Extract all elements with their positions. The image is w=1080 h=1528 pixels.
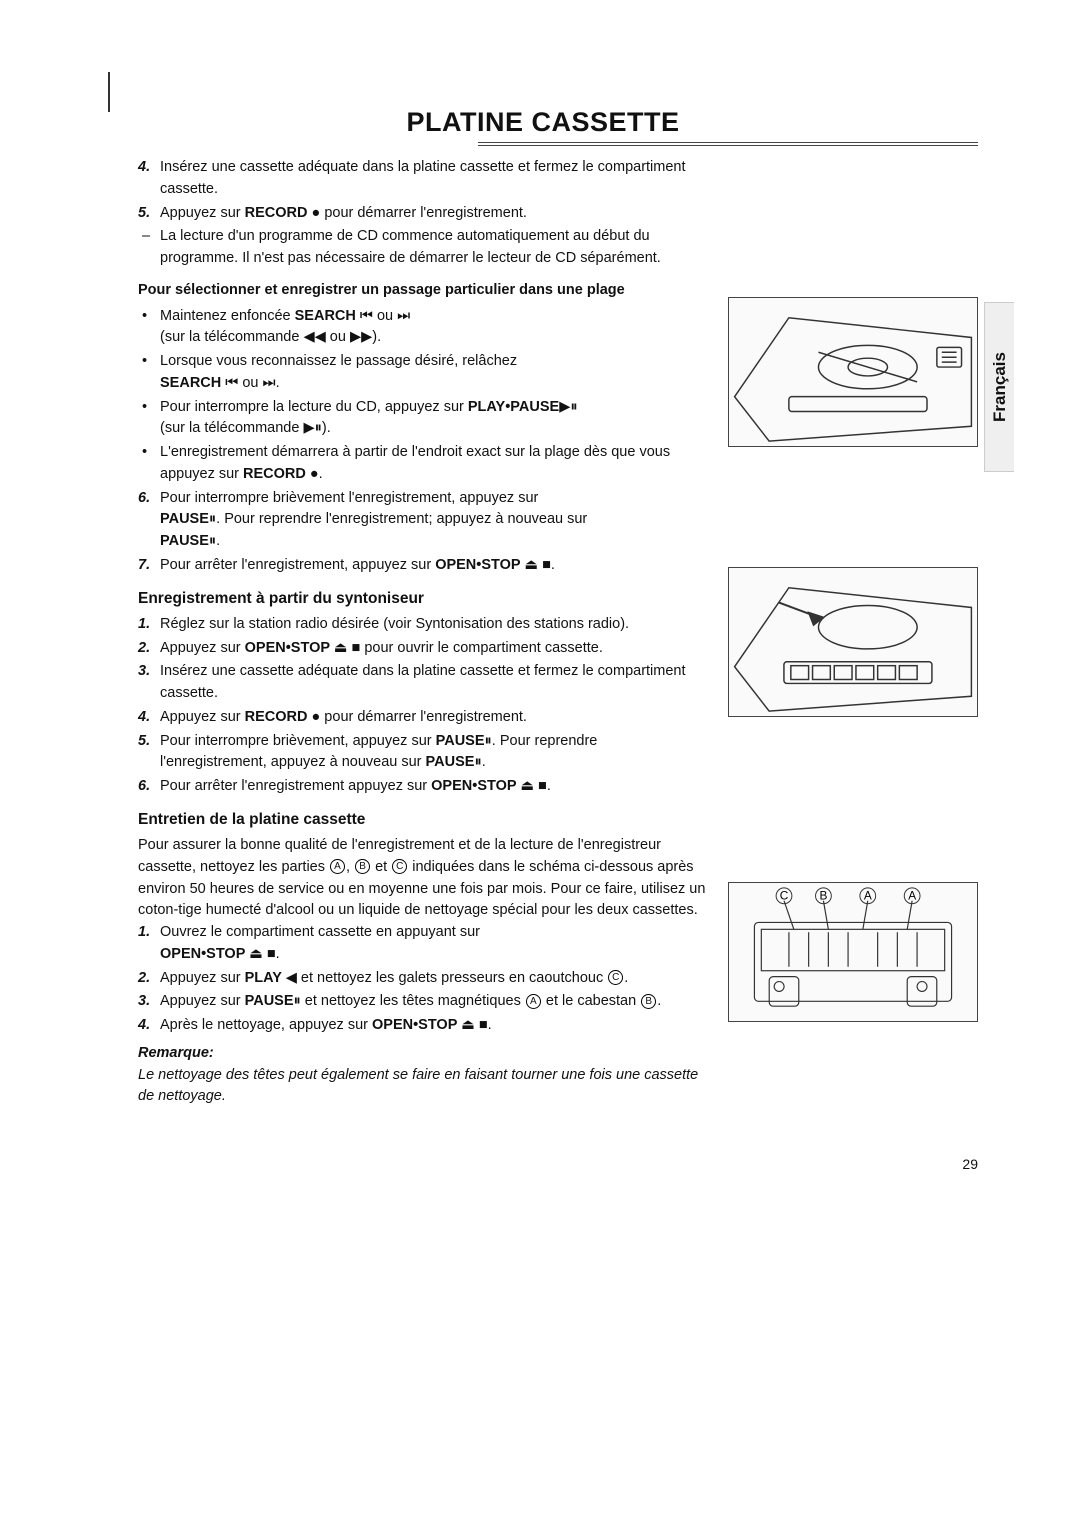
- item-text: Appuyez sur RECORD ● pour démarrer l'enr…: [160, 203, 708, 225]
- label-c-icon: C: [608, 970, 623, 985]
- list-item: 7.Pour arrêter l'enregistrement, appuyez…: [138, 555, 708, 577]
- label-a-icon: A: [330, 859, 345, 874]
- list-item: 1.Ouvrez le compartiment cassette en app…: [138, 922, 708, 966]
- list-item: 2.Appuyez sur PLAY ◀ et nettoyez les gal…: [138, 968, 708, 990]
- illustration-boombox-2: [728, 567, 978, 717]
- section-heading: Enregistrement à partir du syntoniseur: [138, 587, 708, 610]
- list-item: 6.Pour arrêter l'enregistrement appuyez …: [138, 776, 708, 798]
- item-number: 4.: [138, 157, 160, 201]
- svg-text:A: A: [864, 889, 872, 903]
- list-item: •Pour interrompre la lecture du CD, appu…: [138, 397, 708, 441]
- list-item: 5.Appuyez sur RECORD ● pour démarrer l'e…: [138, 203, 708, 225]
- main-text-column: 4.Insérez une cassette adéquate dans la …: [138, 157, 708, 1108]
- svg-text:A: A: [908, 889, 916, 903]
- item-number: 5.: [138, 203, 160, 225]
- list-item: –La lecture d'un programme de CD commenc…: [138, 226, 708, 270]
- label-b-icon: B: [641, 994, 656, 1009]
- illustration-boombox-1: [728, 297, 978, 447]
- label-c-icon: C: [392, 859, 407, 874]
- title-rule-2: [478, 145, 978, 146]
- remark-text: Le nettoyage des têtes peut également se…: [138, 1065, 708, 1109]
- label-a-icon: A: [526, 994, 541, 1009]
- list-item: 4.Après le nettoyage, appuyez sur OPEN•S…: [138, 1015, 708, 1037]
- language-tab: Français: [984, 302, 1014, 472]
- label-b-icon: B: [355, 859, 370, 874]
- paragraph: Pour assurer la bonne qualité de l'enreg…: [138, 835, 708, 922]
- svg-text:C: C: [780, 889, 789, 903]
- list-item: 3.Insérez une cassette adéquate dans la …: [138, 661, 708, 705]
- title-rule-1: [478, 142, 978, 143]
- language-label: Français: [990, 352, 1010, 422]
- dash-marker: –: [138, 226, 160, 270]
- page-number: 29: [962, 1156, 978, 1172]
- list-item: 2.Appuyez sur OPEN•STOP ⏏ ■ pour ouvrir …: [138, 638, 708, 660]
- item-text: Insérez une cassette adéquate dans la pl…: [160, 157, 708, 201]
- list-item: •Maintenez enfoncée SEARCH ⏮ ou ⏭(sur la…: [138, 306, 708, 350]
- list-item: 6.Pour interrompre brièvement l'enregist…: [138, 488, 708, 553]
- list-item: 4.Appuyez sur RECORD ● pour démarrer l'e…: [138, 707, 708, 729]
- list-item: 3.Appuyez sur PAUSE⏸ et nettoyez les têt…: [138, 991, 708, 1013]
- manual-page: PLATINE CASSETTE 4.Insérez une cassette …: [108, 72, 988, 1462]
- list-item: 4.Insérez une cassette adéquate dans la …: [138, 157, 708, 201]
- corner-rule: [108, 72, 110, 112]
- list-item: 1.Réglez sur la station radio désirée (v…: [138, 614, 708, 636]
- item-text: La lecture d'un programme de CD commence…: [160, 226, 708, 270]
- illustration-cassette-heads: C B A A: [728, 882, 978, 1022]
- section-heading: Pour sélectionner et enregistrer un pass…: [138, 280, 708, 302]
- section-heading: Entretien de la platine cassette: [138, 808, 708, 831]
- list-item: •L'enregistrement démarrera à partir de …: [138, 442, 708, 486]
- illustration-column: C B A A: [728, 157, 978, 1022]
- list-item: •Lorsque vous reconnaissez le passage dé…: [138, 351, 708, 395]
- page-title: PLATINE CASSETTE: [108, 107, 978, 138]
- list-item: 5.Pour interrompre brièvement, appuyez s…: [138, 731, 708, 775]
- svg-text:B: B: [819, 889, 827, 903]
- remark-label: Remarque:: [138, 1043, 708, 1065]
